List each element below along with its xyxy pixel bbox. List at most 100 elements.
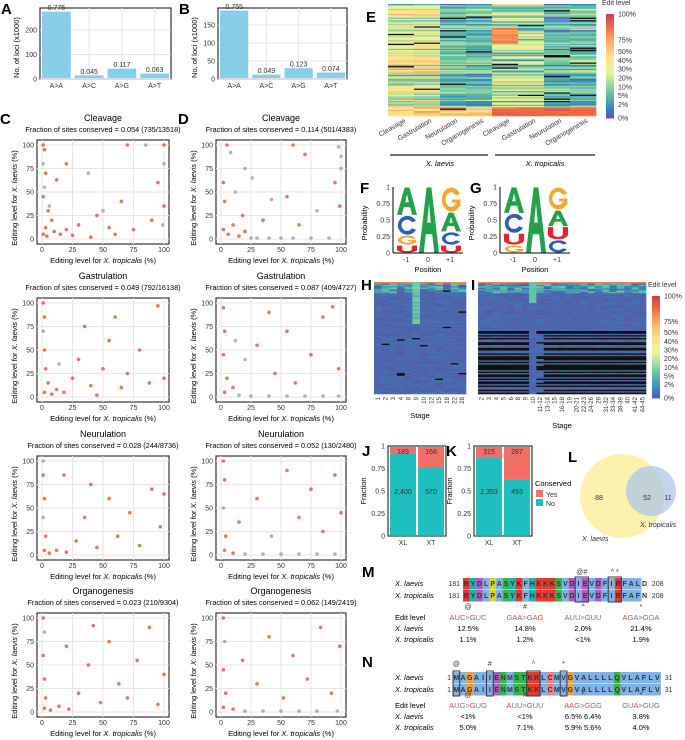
heatmap-cell	[624, 296, 632, 298]
heatmap-cell	[609, 357, 618, 360]
heatmap-cell	[558, 364, 566, 367]
heatmap-cell	[443, 387, 451, 389]
heatmap-cell	[412, 391, 421, 393]
residue-L: L	[649, 675, 654, 682]
heatmap-cell	[485, 384, 493, 386]
heatmap-cell	[536, 349, 545, 351]
heatmap-cell	[499, 287, 508, 290]
heatmap-cell	[558, 340, 566, 343]
heatmap-cell	[435, 289, 444, 291]
heatmap-cell	[570, 84, 597, 87]
heatmap-cell	[587, 340, 596, 343]
conserved-point	[76, 223, 81, 227]
heatmap-cell	[397, 352, 405, 354]
heatmap-cell	[404, 364, 413, 367]
heatmap-cell	[389, 287, 398, 290]
heatmap-cell	[631, 301, 639, 304]
y-tick-label: 75	[26, 324, 34, 331]
heatmap-cell	[412, 335, 421, 337]
axis-label-species: X. tropicalis	[102, 256, 142, 265]
heatmap-cell	[529, 303, 537, 305]
nonconserved-point	[228, 150, 233, 155]
heatmap-cell	[638, 370, 647, 372]
heatmap-cell	[420, 289, 428, 291]
heatmap-cell	[602, 293, 610, 295]
colorbar-segment	[606, 27, 614, 31]
nonconserved-point	[221, 506, 226, 510]
heatmap-cell	[458, 356, 467, 358]
scatter-subtitle: Fraction of sites conserved = 0.114 (501…	[206, 125, 357, 134]
logo-letter-C	[504, 213, 523, 233]
heatmap-cell	[587, 360, 596, 363]
heatmap-cell	[551, 311, 559, 314]
heatmap-cell	[443, 349, 451, 351]
heatmap-cell	[609, 389, 618, 392]
heatmap-cell	[466, 23, 493, 26]
heatmap-cell	[602, 385, 610, 388]
heatmap-cell	[536, 317, 545, 319]
heatmap-cell	[427, 324, 436, 326]
heatmap-cell	[420, 307, 428, 309]
conserved-point	[74, 539, 78, 543]
heatmap-cell	[594, 319, 603, 322]
heatmap-cell	[580, 373, 588, 375]
heatmap-cell	[492, 350, 501, 353]
heatmap-cell	[440, 18, 467, 21]
heatmap-cell	[551, 287, 559, 290]
heatmap-cell	[631, 286, 639, 288]
heatmap-cell	[427, 294, 436, 297]
heatmap-cell	[543, 354, 552, 357]
heatmap-cell	[440, 31, 467, 33]
heatmap-cell	[587, 367, 596, 370]
heatmap-cell	[420, 336, 428, 339]
bar-label-yes: 168	[425, 449, 437, 456]
heatmap-cell	[435, 373, 444, 375]
y-tick-label: 100	[25, 52, 37, 59]
heatmap-cell	[518, 41, 545, 43]
heatmap-cell	[388, 102, 415, 104]
heatmap-cell	[587, 359, 596, 361]
heatmap-cell	[492, 60, 519, 62]
heatmap-cell	[397, 373, 405, 375]
heatmap-cell	[580, 356, 588, 358]
heatmap-cell	[572, 336, 581, 339]
heatmap-cell	[609, 352, 618, 354]
heatmap-cell	[521, 311, 530, 314]
heatmap-cell	[374, 324, 382, 326]
heatmap-cell	[514, 311, 523, 314]
heatmap-cell	[616, 384, 625, 386]
heatmap-cell	[420, 324, 428, 326]
heatmap-cell	[420, 345, 428, 347]
conserved-point	[119, 199, 124, 204]
heatmap-cell	[485, 333, 493, 336]
heatmap-cell	[492, 7, 519, 10]
heatmap-cell	[388, 68, 415, 71]
heatmap-cell	[518, 38, 545, 41]
heatmap-cell	[544, 98, 571, 101]
conserved-point	[119, 385, 124, 390]
column-label: 11-12	[538, 396, 544, 412]
heatmap-cell	[521, 315, 530, 318]
heatmap-cell	[485, 352, 493, 354]
scatter-title: Gastrulation	[79, 271, 128, 281]
heatmap-cell	[514, 361, 523, 364]
heatmap-cell	[492, 301, 501, 304]
heatmap-cell	[638, 282, 647, 284]
heatmap-cell	[443, 388, 451, 391]
heatmap-cell	[374, 328, 382, 330]
heatmap-cell	[570, 11, 597, 14]
heatmap-cell	[435, 346, 444, 349]
heatmap-cell	[580, 364, 588, 367]
heatmap-cell	[565, 333, 574, 336]
panel-letter-B: B	[179, 1, 190, 18]
heatmap-cell	[570, 57, 597, 60]
heatmap-cell	[420, 282, 428, 284]
colorbar-segment	[606, 97, 614, 101]
heatmap-cell	[518, 47, 545, 50]
heatmap-cell	[499, 321, 508, 323]
heatmap-cell	[572, 385, 581, 388]
heatmap-cell	[458, 329, 467, 332]
heatmap-cell	[388, 94, 415, 97]
heatmap-cell	[551, 387, 559, 389]
heatmap-cell	[443, 296, 451, 298]
